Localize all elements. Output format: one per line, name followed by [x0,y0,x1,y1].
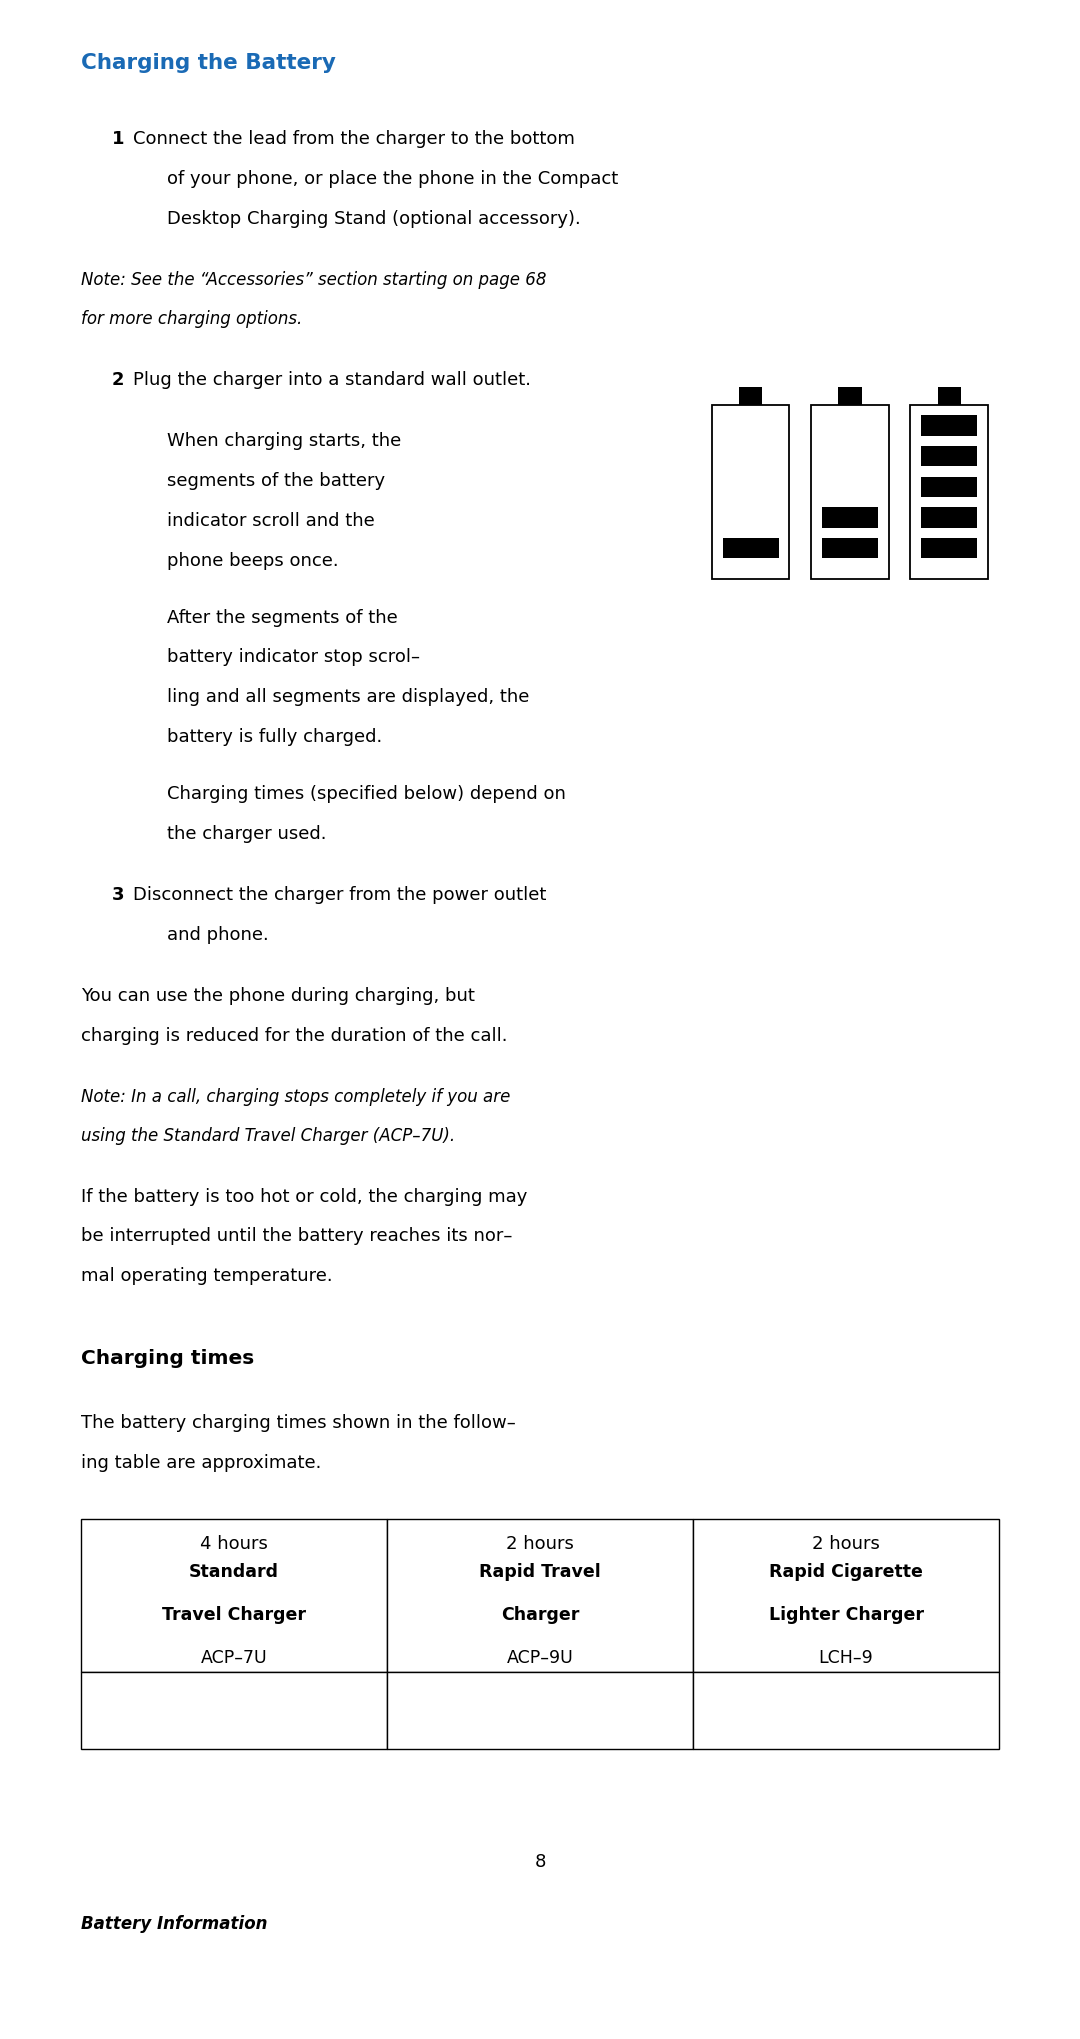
Text: After the segments of the: After the segments of the [167,608,399,626]
Text: battery indicator stop scrol–: battery indicator stop scrol– [167,648,420,667]
Text: ACP–9U: ACP–9U [507,1648,573,1666]
Text: 2 hours: 2 hours [507,1535,573,1554]
Bar [822,508,878,528]
Text: the charger used.: the charger used. [167,824,327,842]
Bar [838,387,862,406]
Text: Disconnect the charger from the power outlet: Disconnect the charger from the power ou… [133,885,546,903]
Text: Desktop Charging Stand (optional accessory).: Desktop Charging Stand (optional accesso… [167,210,581,228]
Text: When charging starts, the: When charging starts, the [167,432,402,451]
Text: using the Standard Travel Charger (ACP–7U).: using the Standard Travel Charger (ACP–7… [81,1126,455,1144]
Bar [921,538,977,559]
Text: phone beeps once.: phone beeps once. [167,551,339,569]
Bar [921,508,977,528]
Bar [921,447,977,467]
Bar [387,1519,693,1672]
Text: 3: 3 [111,885,124,903]
Text: indicator scroll and the: indicator scroll and the [167,512,375,530]
Bar [811,406,889,579]
Text: LCH–9: LCH–9 [819,1648,874,1666]
Text: ACP–7U: ACP–7U [201,1648,268,1666]
Bar [937,387,961,406]
Text: 8: 8 [535,1853,545,1872]
Bar [387,1672,693,1749]
Bar [693,1672,999,1749]
Text: Rapid Cigarette: Rapid Cigarette [769,1562,923,1580]
Text: ling and all segments are displayed, the: ling and all segments are displayed, the [167,687,530,705]
Text: Charger: Charger [501,1605,579,1623]
Bar [822,538,878,559]
Bar [921,416,977,436]
Bar [693,1519,999,1672]
Text: You can use the phone during charging, but: You can use the phone during charging, b… [81,987,475,1005]
Text: and phone.: and phone. [167,926,269,944]
Text: The battery charging times shown in the follow–: The battery charging times shown in the … [81,1413,516,1431]
Text: 2 hours: 2 hours [812,1535,880,1554]
Bar [712,406,789,579]
Text: Note: In a call, charging stops completely if you are: Note: In a call, charging stops complete… [81,1087,511,1105]
Bar [81,1519,387,1672]
Text: Standard: Standard [189,1562,279,1580]
Text: for more charging options.: for more charging options. [81,310,302,328]
Text: Charging times (specified below) depend on: Charging times (specified below) depend … [167,785,566,803]
Text: Battery Information: Battery Information [81,1915,268,1933]
Text: ing table are approximate.: ing table are approximate. [81,1454,322,1472]
Text: 2: 2 [111,371,124,389]
Bar [739,387,762,406]
Text: 4 hours: 4 hours [200,1535,268,1554]
Text: Connect the lead from the charger to the bottom: Connect the lead from the charger to the… [133,130,575,149]
Text: 1: 1 [111,130,124,149]
Text: If the battery is too hot or cold, the charging may: If the battery is too hot or cold, the c… [81,1187,527,1205]
Text: Lighter Charger: Lighter Charger [769,1605,923,1623]
Bar [723,538,779,559]
Text: Charging times: Charging times [81,1350,254,1368]
Bar [921,477,977,498]
Text: Travel Charger: Travel Charger [162,1605,306,1623]
Text: battery is fully charged.: battery is fully charged. [167,728,382,746]
Text: Plug the charger into a standard wall outlet.: Plug the charger into a standard wall ou… [133,371,531,389]
Bar [81,1672,387,1749]
Text: Note: See the “Accessories” section starting on page 68: Note: See the “Accessories” section star… [81,271,546,290]
Text: Rapid Travel: Rapid Travel [480,1562,600,1580]
Text: segments of the battery: segments of the battery [167,473,386,489]
Bar [910,406,988,579]
Text: of your phone, or place the phone in the Compact: of your phone, or place the phone in the… [167,169,619,188]
Text: charging is reduced for the duration of the call.: charging is reduced for the duration of … [81,1026,508,1044]
Text: be interrupted until the battery reaches its nor–: be interrupted until the battery reaches… [81,1227,512,1246]
Text: Charging the Battery: Charging the Battery [81,53,336,73]
Text: mal operating temperature.: mal operating temperature. [81,1266,333,1285]
